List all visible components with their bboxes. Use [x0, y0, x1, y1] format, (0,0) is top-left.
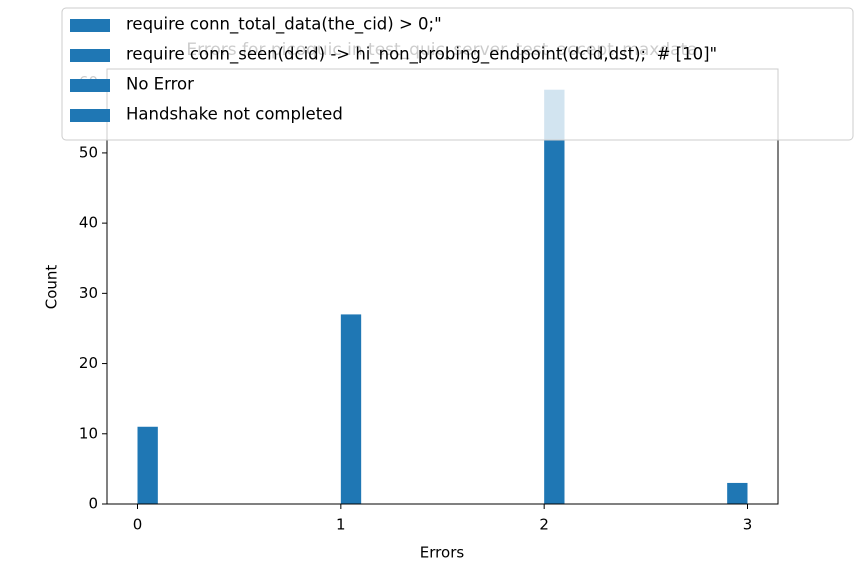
bar	[544, 89, 565, 504]
legend-label: require conn_seen(dcid) -> hi_non_probin…	[126, 45, 717, 65]
legend-label: No Error	[126, 75, 194, 94]
legend-label: Handshake not completed	[126, 105, 343, 124]
y-tick-label: 40	[79, 214, 98, 232]
legend-swatch	[70, 19, 110, 32]
legend-swatch	[70, 49, 110, 62]
y-tick-label: 30	[79, 284, 98, 302]
bar	[137, 426, 158, 504]
y-tick-label: 10	[79, 424, 98, 442]
y-axis-label: Count	[43, 265, 61, 310]
x-axis-label: Errors	[420, 544, 465, 562]
x-tick-label: 3	[743, 516, 753, 534]
legend-label: require conn_total_data(the_cid) > 0;"	[126, 15, 442, 35]
legend-swatch	[70, 79, 110, 92]
x-tick-label: 2	[539, 516, 549, 534]
bar	[727, 482, 748, 504]
y-tick-label: 50	[79, 143, 98, 161]
legend-swatch	[70, 109, 110, 122]
x-tick-label: 0	[133, 516, 143, 534]
legend-box	[61, 7, 854, 141]
legend: require conn_total_data(the_cid) > 0;" re…	[61, 7, 854, 141]
x-tick-label: 1	[336, 516, 346, 534]
y-tick-label: 20	[79, 354, 98, 372]
y-tick-label: 0	[88, 495, 98, 513]
bar	[340, 314, 362, 504]
